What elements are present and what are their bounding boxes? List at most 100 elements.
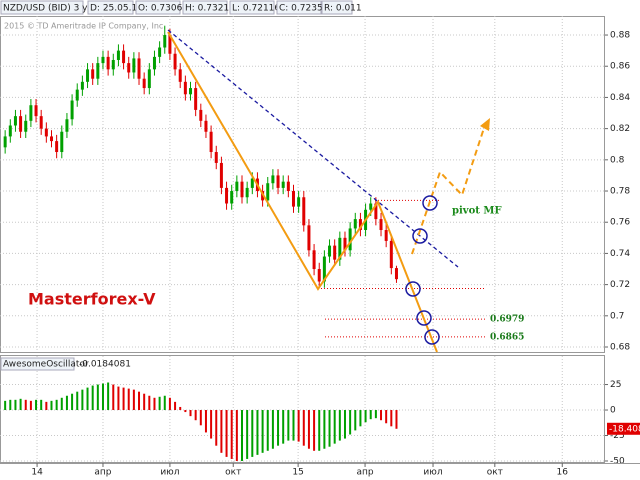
y-tick-label: 0.84 [610, 93, 630, 103]
candle-body [369, 203, 373, 210]
x-tick-label: июл [160, 468, 179, 478]
candle-body [147, 69, 151, 89]
candle-body [137, 58, 141, 79]
candle-body [86, 69, 90, 82]
y-tick-label: 0.72 [610, 280, 630, 290]
osc-bar [50, 400, 53, 411]
info-box [0, 0, 84, 15]
osc-bar [71, 393, 74, 411]
osc-bar [210, 410, 213, 439]
y-tick-label: 0.86 [610, 62, 630, 72]
osc-bar [318, 410, 321, 451]
osc-bar [91, 385, 94, 411]
osc-bar [354, 410, 357, 431]
osc-bar [374, 410, 377, 419]
candle-body [34, 105, 38, 117]
osc-bar [204, 410, 207, 433]
info-box [182, 0, 228, 15]
osc-bar [261, 410, 264, 453]
osc-bar [246, 410, 249, 459]
osc-bar [96, 384, 99, 411]
candle-body [39, 116, 43, 129]
candle-body [158, 47, 162, 57]
osc-bar [4, 400, 7, 411]
osc-bar [359, 410, 362, 427]
candle-body [225, 187, 229, 204]
candle-body [127, 63, 131, 73]
info-box [135, 0, 181, 15]
candle-body [338, 237, 342, 260]
candle-body [44, 128, 48, 137]
candle-body [80, 81, 84, 90]
osc-bar [333, 410, 336, 444]
candle-body [394, 268, 398, 280]
osc-bar [184, 410, 187, 413]
osc-bar [338, 410, 341, 441]
candle-body [199, 109, 203, 121]
candle-body [374, 203, 378, 220]
osc-bar [65, 395, 68, 411]
x-tick-label: 14 [31, 468, 43, 478]
circle [405, 281, 421, 297]
osc-bar [380, 410, 383, 421]
forecast-arrow [480, 118, 490, 131]
info-box [87, 0, 134, 15]
candle-body [307, 225, 311, 251]
y-tick-label: 0.88 [610, 31, 630, 41]
candle-body [343, 237, 347, 251]
osc-bar [194, 410, 197, 421]
osc-bar [307, 410, 310, 449]
circle [424, 329, 440, 345]
osc-bar [153, 397, 156, 411]
candle-body [297, 197, 301, 207]
level-label: 0.6979 [490, 315, 524, 325]
osc-bar [112, 384, 115, 411]
candle-body [55, 141, 59, 153]
value-box [607, 422, 640, 435]
candle-body [60, 131, 64, 153]
info-box [229, 0, 275, 15]
osc-bar [349, 410, 352, 435]
candle-body [209, 131, 213, 153]
candle-body [291, 191, 295, 207]
candle-body [75, 89, 79, 101]
osc-bar [14, 399, 17, 411]
osc-panel [0, 355, 605, 463]
osc-bar [117, 386, 120, 411]
candle-body [111, 59, 115, 70]
copyright: 2015 © TD Ameritrade IP Company, Inc. [4, 22, 166, 31]
info-item: H: 0.73216 [185, 4, 235, 14]
osc-bar [297, 410, 300, 442]
y-tick-label: 0 [610, 406, 616, 416]
candle-body [163, 35, 167, 48]
osc-bar [9, 399, 12, 411]
candle-body [8, 125, 12, 137]
osc-bar [168, 397, 171, 411]
x-tick-label: окт [487, 468, 503, 478]
osc-bar [163, 395, 166, 411]
osc-bar [241, 410, 243, 461]
candle-body [132, 58, 136, 73]
osc-bar [179, 406, 182, 411]
candle-body [70, 100, 74, 120]
candle-body [91, 69, 95, 79]
osc-bar [122, 387, 125, 411]
osc-bar [277, 410, 280, 446]
candle-body [116, 50, 120, 60]
osc-bar [158, 396, 161, 411]
y-tick-label: -25 [610, 431, 625, 441]
osc-bar [282, 410, 285, 444]
y-tick-label: -50 [610, 456, 625, 466]
osc-current: -0.0184081 [79, 360, 131, 370]
osc-bar [364, 410, 367, 423]
osc-bar [313, 410, 316, 451]
y-tick-label: 0.7 [610, 311, 624, 321]
circle [416, 310, 432, 326]
candle-body [389, 240, 393, 269]
osc-bar [323, 410, 326, 449]
candle-body [219, 162, 223, 188]
osc-title-box [0, 357, 75, 371]
x-tick-label: 15 [292, 468, 303, 478]
candle-body [312, 250, 316, 270]
candle-body [250, 178, 254, 188]
